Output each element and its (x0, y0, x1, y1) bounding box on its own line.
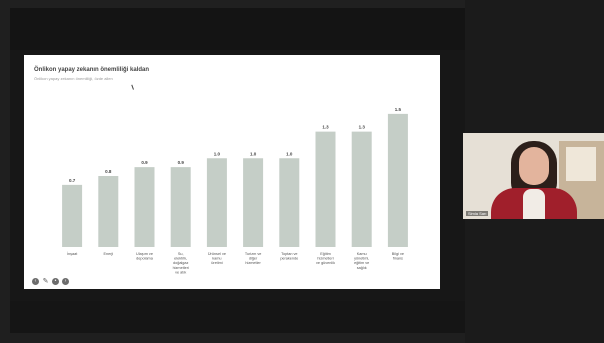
chart-data-label: 0.7 (69, 178, 76, 183)
bar-chart: 0.7 İnşaat 0.8 Enerji 0.9 Ulaşım ve depolama 0.… (62, 107, 408, 274)
chart-category-label: Kamu yönetimi, eğitim ve sağlık (354, 252, 369, 270)
presentation-slide: Önlikon yapay zekanın önemliliği kaldan … (24, 55, 440, 289)
chart-data-label: 1.3 (322, 125, 329, 130)
top-bar (0, 0, 604, 10)
participant-name-label: Simla Sarı (466, 211, 489, 216)
chart-bar (170, 167, 191, 247)
chart-data-label: 1.0 (250, 151, 257, 156)
chart-bar (351, 131, 372, 247)
chart-category-label: Turizm ve diğer hizmetler (245, 252, 262, 265)
share-top-margin (10, 8, 465, 50)
chart-category-label: Eğitim hizmetleri ve güvenlik (316, 252, 335, 265)
pen-icon[interactable]: ✎ (42, 278, 49, 285)
slide-subtitle: Önlikon yapay zekanın önemliliği, özde a… (34, 76, 113, 81)
chart-category-label: Ürünsel ve kamu üretimi (208, 252, 226, 265)
chart-bar (62, 184, 83, 247)
slide-title: Önlikon yapay zekanın önemliliği kaldan (34, 67, 150, 73)
chart-category-label: Toptan ve perakende (280, 252, 298, 261)
chart-data-label: 0.9 (178, 160, 185, 165)
slide-controls: ‹ ✎ • › (32, 278, 69, 285)
chart-data-label: 1.0 (214, 151, 221, 156)
more-icon[interactable]: • (52, 278, 59, 285)
participant-shirt (523, 189, 545, 219)
chart-category-label: Su, elektrik, doğalgaz hizmetleri ve atık (173, 252, 189, 274)
participant-face (519, 147, 549, 185)
share-bottom-margin (10, 301, 465, 333)
chart-data-label: 0.8 (105, 169, 112, 174)
chart-bar (98, 176, 119, 247)
chevron-right-icon[interactable]: › (62, 278, 69, 285)
chart-bar (243, 158, 264, 247)
chevron-left-icon[interactable]: ‹ (32, 278, 39, 285)
chart-data-label: 1.3 (359, 125, 366, 130)
chart-bar (134, 167, 155, 247)
chart-bar (387, 113, 408, 247)
chart-category-label: İnşaat (67, 251, 78, 256)
participant-video[interactable]: Simla Sarı (463, 133, 604, 219)
chart-bar (206, 158, 227, 247)
chart-data-label: 1.0 (286, 151, 293, 156)
chart-category-label: Enerji (103, 252, 113, 256)
chart-data-label: 1.5 (395, 107, 402, 112)
chart-category-label: Bilgi ve finans (392, 252, 404, 261)
chart-category-label: Ulaşım ve depolama (136, 252, 154, 261)
chart-data-label: 0.9 (141, 160, 148, 165)
chart-bar (315, 131, 336, 247)
video-shelf-light (566, 147, 596, 181)
chart-bar (279, 158, 300, 247)
